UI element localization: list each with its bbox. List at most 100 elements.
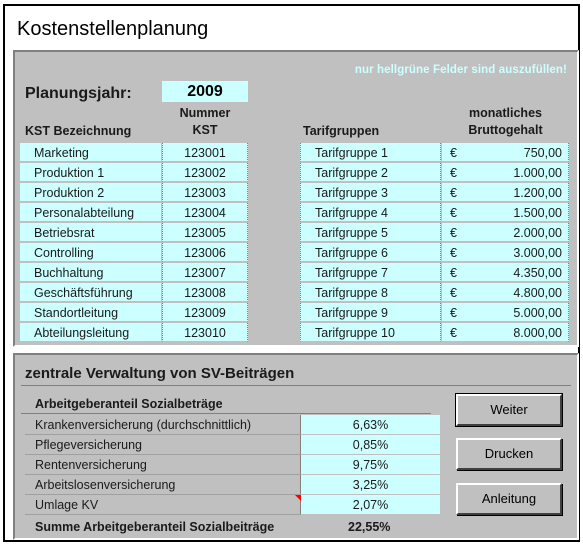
table-row: Personalabteilung 123004 Tarifgruppe 4 €1.5… <box>15 203 575 223</box>
window-frame: Kostenstellenplanung nur hellgrüne Felde… <box>3 4 580 542</box>
salary-cell[interactable]: €1.000,00 <box>442 163 569 182</box>
sv-value-input[interactable]: 9,75% <box>300 455 440 475</box>
row-divider <box>25 494 300 495</box>
salary-amount: 5.000,00 <box>513 306 562 320</box>
tarif-name-cell[interactable]: Tarifgruppe 8 <box>300 283 441 302</box>
table-row: Produktion 1 123002 Tarifgruppe 2 €1.000,00 <box>15 163 575 183</box>
kst-number-cell[interactable]: 123004 <box>162 203 248 222</box>
salary-amount: 750,00 <box>523 146 562 160</box>
currency-symbol: € <box>450 266 457 280</box>
header-kst-num-line2: KST <box>192 123 218 137</box>
sum-value: 22,55% <box>348 520 391 534</box>
currency-symbol: € <box>450 186 457 200</box>
salary-amount: 1.500,00 <box>513 206 562 220</box>
planning-panel: nur hellgrüne Felder sind auszufüllen! P… <box>13 50 579 347</box>
page-title: Kostenstellenplanung <box>17 18 209 40</box>
table-row: Standortleitung 123009 Tarifgruppe 9 €5.000… <box>15 303 575 323</box>
tarif-name-cell[interactable]: Tarifgruppe 4 <box>300 203 441 222</box>
row-divider <box>25 454 300 455</box>
comment-marker-icon[interactable] <box>295 495 301 501</box>
kst-name-cell[interactable]: Abteilungsleitung <box>20 323 161 342</box>
tarif-name-cell[interactable]: Tarifgruppe 10 <box>300 323 441 342</box>
sv-label: Rentenversicherung <box>35 458 147 472</box>
kst-name-cell[interactable]: Standortleitung <box>20 303 161 322</box>
sv-value-input[interactable]: 3,25% <box>300 475 440 495</box>
salary-cell[interactable]: €4.350,00 <box>442 263 569 282</box>
sv-label: Pflegeversicherung <box>35 438 143 452</box>
currency-symbol: € <box>450 286 457 300</box>
kst-number-cell[interactable]: 123003 <box>162 183 248 202</box>
sv-value-input[interactable]: 0,85% <box>300 435 440 455</box>
kst-name-cell[interactable]: Geschäftsführung <box>20 283 161 302</box>
kst-name-cell[interactable]: Betriebsrat <box>20 223 161 242</box>
kst-number-cell[interactable]: 123005 <box>162 223 248 242</box>
sv-row: Umlage KV 2,07% <box>25 495 440 515</box>
kst-number-cell[interactable]: 123007 <box>162 263 248 282</box>
tarif-name-cell[interactable]: Tarifgruppe 5 <box>300 223 441 242</box>
kst-number-cell[interactable]: 123001 <box>162 143 248 162</box>
salary-cell[interactable]: €4.800,00 <box>442 283 569 302</box>
tarif-name-cell[interactable]: Tarifgruppe 2 <box>300 163 441 182</box>
row-divider <box>25 474 300 475</box>
kst-number-cell[interactable]: 123008 <box>162 283 248 302</box>
currency-symbol: € <box>450 326 457 340</box>
kst-name-cell[interactable]: Produktion 2 <box>20 183 161 202</box>
sv-label: Krankenversicherung (durchschnittlich) <box>35 418 252 432</box>
currency-symbol: € <box>450 246 457 260</box>
salary-amount: 4.800,00 <box>513 286 562 300</box>
salary-cell[interactable]: €750,00 <box>442 143 569 162</box>
tarif-name-cell[interactable]: Tarifgruppe 7 <box>300 263 441 282</box>
kst-name-cell[interactable]: Produktion 1 <box>20 163 161 182</box>
divider <box>21 385 571 386</box>
table-row: Marketing 123001 Tarifgruppe 1 €750,00 <box>15 143 575 163</box>
salary-cell[interactable]: €5.000,00 <box>442 303 569 322</box>
kst-number-cell[interactable]: 123006 <box>162 243 248 262</box>
tarif-name-cell[interactable]: Tarifgruppe 1 <box>300 143 441 162</box>
salary-cell[interactable]: €2.000,00 <box>442 223 569 242</box>
drucken-button[interactable]: Drucken <box>456 438 562 470</box>
kst-number-cell[interactable]: 123010 <box>162 323 248 342</box>
kst-name-cell[interactable]: Controlling <box>20 243 161 262</box>
header-salary-line1: monatliches <box>469 106 542 120</box>
salary-cell[interactable]: €1.500,00 <box>442 203 569 222</box>
salary-amount: 2.000,00 <box>513 226 562 240</box>
currency-symbol: € <box>450 306 457 320</box>
table-row: Buchhaltung 123007 Tarifgruppe 7 €4.350,00 <box>15 263 575 283</box>
currency-symbol: € <box>450 166 457 180</box>
anleitung-button[interactable]: Anleitung <box>456 483 562 515</box>
tarif-name-cell[interactable]: Tarifgruppe 6 <box>300 243 441 262</box>
currency-symbol: € <box>450 206 457 220</box>
table-row: Geschäftsführung 123008 Tarifgruppe 8 €4.80… <box>15 283 575 303</box>
table-row: Controlling 123006 Tarifgruppe 6 €3.000,00 <box>15 243 575 263</box>
salary-cell[interactable]: €8.000,00 <box>442 323 569 342</box>
kst-number-cell[interactable]: 123009 <box>162 303 248 322</box>
kst-name-cell[interactable]: Marketing <box>20 143 161 162</box>
salary-cell[interactable]: €3.000,00 <box>442 243 569 262</box>
sv-label: Arbeitslosenversicherung <box>35 478 176 492</box>
sv-panel: zentrale Verwaltung von SV-Beiträgen Arb… <box>13 353 579 540</box>
salary-amount: 4.350,00 <box>513 266 562 280</box>
sv-value-input[interactable]: 6,63% <box>300 415 440 435</box>
sv-row: Pflegeversicherung 0,85% <box>25 435 440 455</box>
header-tarif: Tarifgruppen <box>303 124 380 138</box>
kst-name-cell[interactable]: Buchhaltung <box>20 263 161 282</box>
table-row: Betriebsrat 123005 Tarifgruppe 5 €2.000,00 <box>15 223 575 243</box>
planning-year-input[interactable]: 2009 <box>162 81 248 102</box>
sv-section-title: zentrale Verwaltung von SV-Beiträgen <box>25 365 295 382</box>
salary-amount: 3.000,00 <box>513 246 562 260</box>
employer-share-header: Arbeitgeberanteil Sozialbeträge <box>35 397 223 411</box>
header-kst-name: KST Bezeichnung <box>25 124 132 138</box>
sv-value-input[interactable]: 2,07% <box>300 495 440 515</box>
table-row: Abteilungsleitung 123010 Tarifgruppe 10 €8.… <box>15 323 575 343</box>
weiter-button[interactable]: Weiter <box>455 393 563 427</box>
tarif-name-cell[interactable]: Tarifgruppe 3 <box>300 183 441 202</box>
salary-amount: 8.000,00 <box>513 326 562 340</box>
currency-symbol: € <box>450 226 457 240</box>
sv-row: Arbeitslosenversicherung 3,25% <box>25 475 440 495</box>
kst-name-cell[interactable]: Personalabteilung <box>20 203 161 222</box>
salary-cell[interactable]: €1.200,00 <box>442 183 569 202</box>
sum-label: Summe Arbeitgeberanteil Sozialbeiträge <box>35 520 275 534</box>
kst-number-cell[interactable]: 123002 <box>162 163 248 182</box>
tarif-name-cell[interactable]: Tarifgruppe 9 <box>300 303 441 322</box>
table-row: Produktion 2 123003 Tarifgruppe 3 €1.200,00 <box>15 183 575 203</box>
